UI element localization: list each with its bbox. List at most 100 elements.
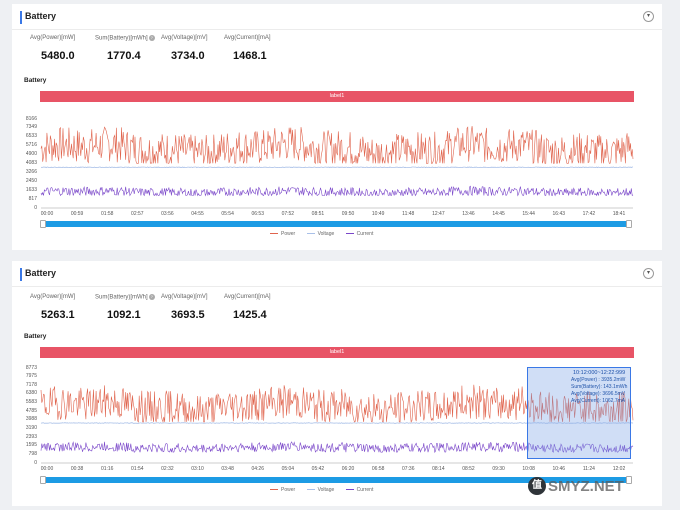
stat-label-text: Sum(Battery)[mWh]	[95, 294, 148, 301]
y-tick-label: 7178	[25, 381, 37, 388]
y-tick-label: 5583	[25, 399, 37, 406]
y-tick-label: 1595	[25, 442, 37, 449]
y-tick-label: 4083	[25, 160, 37, 166]
y-tick-label: 2393	[25, 433, 37, 440]
legend-item-voltage[interactable]: Voltage	[306, 487, 334, 493]
y-tick-label: 5716	[25, 142, 37, 149]
x-tick-label: 09:50	[341, 211, 355, 217]
legend-swatch	[270, 233, 278, 235]
x-tick-label: 02:32	[161, 466, 174, 472]
stat-value-sum-battery: 1770.4	[107, 50, 141, 62]
label-band[interactable]: label1	[40, 347, 634, 358]
legend-item-current[interactable]: Current	[345, 487, 373, 493]
x-tick-label: 14:45	[492, 211, 505, 217]
legend-label: Current	[356, 231, 374, 237]
chevron-down-icon[interactable]: ▾	[643, 268, 654, 279]
x-tick-label: 05:42	[311, 466, 325, 472]
x-tick-label: 00:38	[70, 466, 84, 472]
stat-label-avg-voltage: Avg(Voltage)[mV]	[161, 35, 208, 41]
tooltip-line: Avg(Current): 1062.7mA	[571, 398, 626, 404]
chart-title: Battery	[24, 77, 47, 84]
x-tick-label: 13:46	[462, 211, 475, 217]
selection-region[interactable]: 10:12:000~12:22:999 Avg(Power) : 3935.2m…	[527, 367, 631, 459]
chevron-down-icon[interactable]: ▾	[643, 11, 654, 22]
watermark-logo: 值	[528, 477, 546, 495]
x-tick-label: 17:42	[582, 211, 596, 217]
legend-item-power[interactable]: Power	[270, 487, 295, 493]
stat-value-avg-current: 1468.1	[233, 50, 267, 62]
x-tick-label: 00:59	[70, 211, 84, 217]
x-tick-label: 05:04	[281, 466, 295, 472]
x-tick-label: 02:57	[131, 211, 144, 217]
stat-value-avg-current: 1425.4	[233, 309, 267, 321]
title-accent-bar	[20, 268, 22, 281]
stat-label-avg-voltage: Avg(Voltage)[mV]	[161, 294, 208, 300]
series-line-voltage	[40, 422, 634, 424]
y-tick-label: 4900	[25, 151, 37, 158]
x-tick-label: 06:53	[251, 211, 264, 217]
y-tick-label: 7349	[25, 124, 37, 131]
y-tick-label: 2450	[25, 177, 37, 184]
help-icon[interactable]: ?	[148, 35, 155, 41]
legend-item-voltage[interactable]: Voltage	[306, 231, 334, 237]
tooltip-line: Sum(Battery): 143.1mWh	[571, 384, 628, 390]
y-tick-label: 3988	[25, 416, 37, 423]
y-tick-label: 8166	[25, 115, 37, 122]
x-tick-label: 11:48	[402, 211, 415, 217]
slider-handle-left[interactable]	[40, 476, 46, 484]
time-range-slider[interactable]	[42, 477, 632, 483]
legend-swatch	[306, 233, 315, 235]
slider-handle-right[interactable]	[626, 476, 632, 484]
stat-label-sum-battery: Sum(Battery)[mWh]?	[95, 35, 155, 42]
series-line-voltage	[40, 166, 633, 169]
stat-value-avg-power: 5263.1	[41, 309, 75, 321]
stat-value-sum-battery: 1092.1	[107, 309, 141, 321]
watermark-text: SMYZ.NET	[548, 478, 624, 495]
battery-panel-1: Battery ▾	[12, 4, 662, 250]
x-tick-label: 04:55	[191, 211, 204, 217]
battery-panel-2: Battery ▾	[12, 261, 662, 506]
x-tick-label: 10:49	[371, 211, 385, 217]
y-tick-label: 6380	[25, 390, 37, 397]
x-tick-label: 12:47	[432, 211, 445, 217]
legend-label: Power	[281, 487, 296, 493]
series-line-current	[40, 185, 634, 197]
panel-header: Battery ▾	[12, 4, 662, 30]
stat-label-avg-power: Avg(Power)[mW]	[30, 35, 76, 41]
x-tick-label: 07:52	[281, 211, 295, 217]
help-icon[interactable]: ?	[148, 294, 155, 300]
slider-handle-left[interactable]	[40, 220, 46, 228]
y-tick-label: 4785	[25, 407, 37, 414]
stat-label-sum-battery: Sum(Battery)[mWh]?	[95, 294, 155, 301]
legend-swatch	[345, 489, 354, 491]
x-tick-label: 07:36	[401, 466, 415, 472]
y-tick-label: 7975	[25, 373, 37, 380]
x-tick-label: 12:02	[612, 466, 626, 472]
y-tick-label: 0	[34, 204, 37, 211]
y-tick-label: 1633	[25, 186, 37, 193]
panel-title: Battery	[25, 11, 57, 21]
x-tick-label: 16:43	[552, 211, 566, 217]
stat-label-text: Sum(Battery)[mWh]	[95, 35, 148, 42]
title-accent-bar	[20, 11, 22, 24]
label-band[interactable]: label1	[40, 91, 634, 102]
stat-label-avg-power: Avg(Power)[mW]	[30, 294, 76, 300]
x-tick-label: 10:08	[522, 466, 535, 472]
legend-item-current[interactable]: Current	[345, 231, 374, 237]
y-tick-label: 817	[28, 195, 37, 202]
x-tick-label: 01:16	[100, 466, 114, 472]
y-tick-label: 3266	[25, 168, 37, 175]
slider-handle-right[interactable]	[626, 220, 632, 228]
stat-label-avg-current: Avg(Current)[mA]	[224, 294, 271, 300]
legend-item-power[interactable]: Power	[270, 231, 295, 237]
x-tick-label: 08:14	[432, 466, 445, 472]
x-tick-label: 18:41	[612, 211, 626, 217]
x-tick-label: 01:54	[131, 466, 144, 472]
chart-legend: Power Voltage Current	[270, 487, 383, 493]
y-tick-label: 3190	[25, 424, 37, 431]
time-range-slider[interactable]	[42, 221, 632, 227]
x-tick-label: 11:24	[582, 466, 595, 472]
x-tick-label: 00:00	[40, 466, 54, 472]
x-tick-label: 03:10	[191, 466, 204, 472]
